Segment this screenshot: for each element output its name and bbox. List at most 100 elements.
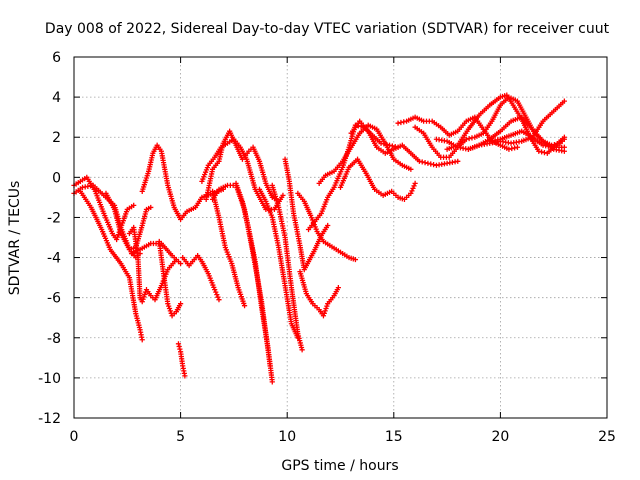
- data-point-dense: [469, 135, 475, 141]
- y-tick-label: -10: [38, 371, 61, 387]
- data-point: [455, 158, 461, 164]
- data-point-dense: [512, 145, 518, 151]
- data-point: [408, 166, 414, 172]
- data-point-dense: [166, 303, 172, 309]
- data-point: [269, 379, 275, 385]
- y-tick-label: 4: [52, 90, 61, 106]
- data-point-dense: [177, 346, 183, 352]
- data-point: [299, 347, 305, 353]
- data-point-dense: [541, 149, 548, 156]
- data-point: [352, 256, 359, 263]
- data-point-dense: [411, 183, 417, 189]
- data-point: [412, 180, 418, 186]
- data-point-dense: [213, 289, 219, 295]
- data-point-dense: [430, 162, 437, 168]
- data-point: [131, 202, 137, 209]
- data-point-dense: [214, 292, 220, 298]
- data-point: [178, 260, 184, 267]
- data-point-dense: [322, 308, 328, 314]
- series-arc-30: [487, 128, 567, 150]
- data-point: [216, 297, 222, 303]
- data-point: [506, 146, 512, 152]
- x-tick-label: 20: [491, 429, 509, 445]
- data-point: [561, 144, 567, 150]
- series-arc-6: [128, 240, 179, 263]
- data-point: [463, 136, 469, 142]
- data-point: [139, 337, 145, 343]
- series-arc-9: [175, 341, 188, 379]
- y-tick-label: 0: [52, 170, 61, 186]
- x-tick-label: 25: [598, 429, 616, 445]
- series-arc-22: [316, 122, 414, 186]
- series-arc-7: [139, 142, 226, 223]
- x-tick-label: 0: [70, 429, 79, 445]
- data-point-dense: [410, 185, 416, 191]
- series-arc-19: [295, 190, 359, 263]
- series-arc-10: [180, 252, 222, 303]
- x-tick-label: 10: [278, 429, 296, 445]
- data-point: [241, 303, 248, 309]
- y-axis-label: SDTVAR / TECUs: [7, 181, 23, 296]
- data-point-dense: [509, 145, 515, 152]
- data-point: [320, 313, 327, 319]
- y-tick-label: -12: [38, 411, 61, 427]
- y-tick-label: -6: [47, 291, 61, 307]
- data-point-dense: [142, 291, 148, 298]
- plot-frame: [73, 56, 608, 419]
- data-point: [178, 301, 184, 307]
- data-point-dense: [539, 149, 545, 155]
- x-tick-label: 15: [385, 429, 403, 445]
- series-arc-12: [203, 128, 280, 202]
- data-point: [173, 256, 179, 263]
- data-point: [514, 144, 521, 150]
- y-tick-label: 6: [52, 50, 61, 66]
- data-point: [561, 134, 567, 140]
- data-point-dense: [401, 119, 407, 125]
- y-tick-label: -8: [47, 331, 61, 347]
- data-point-dense: [167, 308, 173, 314]
- series-arc-23: [337, 156, 418, 202]
- data-point: [212, 287, 218, 293]
- data-point-dense: [422, 160, 428, 166]
- data-point: [536, 148, 542, 154]
- data-point-dense: [428, 161, 434, 167]
- y-tick-label: -2: [47, 210, 61, 226]
- x-axis-label: GPS time / hours: [281, 458, 398, 474]
- data-point-dense: [419, 159, 425, 165]
- data-point-dense: [166, 305, 173, 312]
- data-point: [280, 192, 286, 198]
- series-arc-21: [305, 122, 401, 233]
- data-point-dense: [409, 188, 415, 194]
- data-point: [561, 98, 567, 104]
- data-point-dense: [466, 135, 472, 142]
- data-point-dense: [215, 294, 221, 300]
- data-point: [114, 236, 120, 243]
- series-arc-16: [256, 186, 301, 341]
- data-points: [71, 92, 567, 385]
- series-arc-17: [269, 182, 305, 353]
- data-point: [425, 160, 431, 166]
- data-point-dense: [324, 303, 330, 309]
- series-arc-3: [77, 188, 145, 343]
- data-point-dense: [398, 119, 404, 126]
- data-point: [325, 222, 331, 229]
- data-point-dense: [114, 234, 121, 240]
- chart-title: Day 008 of 2022, Sidereal Day-to-day VTE…: [45, 21, 610, 37]
- data-point: [395, 120, 401, 126]
- series-arc-15: [233, 180, 275, 385]
- data-point: [416, 158, 422, 164]
- series-arc-13: [209, 188, 248, 309]
- series-arc-20: [297, 268, 341, 319]
- y-tick-label: -4: [47, 251, 61, 267]
- data-point-dense: [389, 143, 395, 149]
- data-point-dense: [321, 310, 327, 316]
- data-point: [408, 190, 414, 196]
- series-arc-24: [348, 118, 461, 168]
- data-point: [165, 301, 171, 307]
- data-point: [139, 299, 145, 305]
- data-point: [335, 285, 341, 291]
- data-point-dense: [176, 343, 182, 350]
- y-tick-label: 2: [52, 130, 61, 146]
- x-tick-label: 5: [176, 429, 185, 445]
